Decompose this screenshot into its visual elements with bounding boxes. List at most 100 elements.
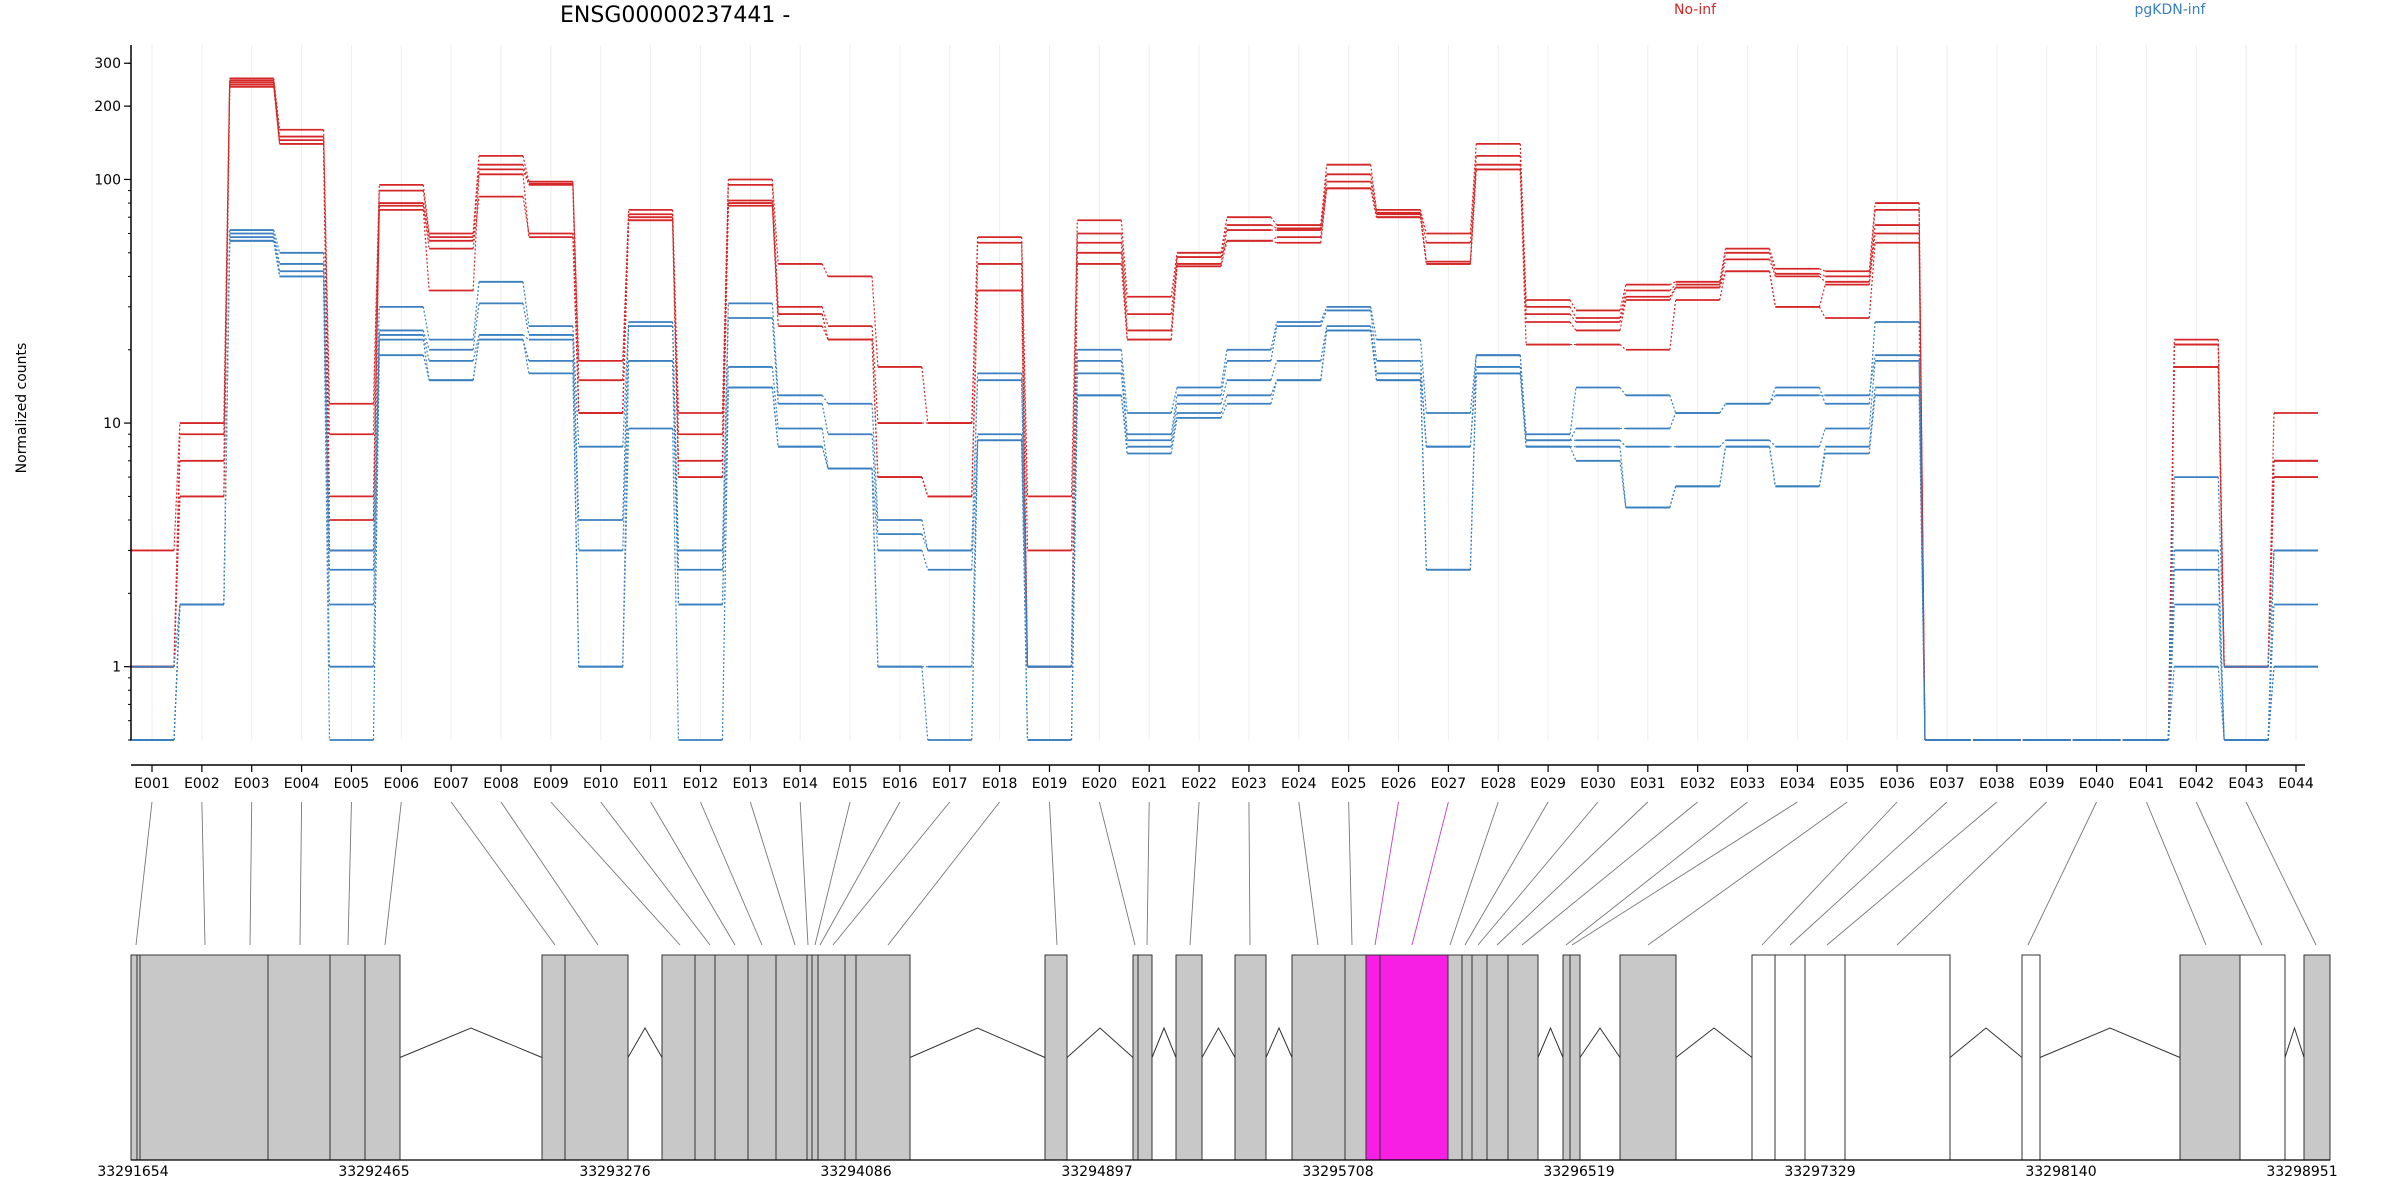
series-connector xyxy=(1669,412,1677,429)
series-connector xyxy=(273,84,281,144)
exon-connector xyxy=(1477,801,1599,946)
series-connector xyxy=(1669,395,1677,414)
series-connector xyxy=(771,317,779,404)
x-tick-label: E013 xyxy=(733,776,769,792)
series-pgkdn-inf-6 xyxy=(130,232,2318,741)
series-connector xyxy=(1619,290,1627,319)
exon-connector xyxy=(819,801,901,946)
exon-connector xyxy=(799,801,809,946)
series-connector xyxy=(1220,380,1228,404)
series-connector xyxy=(1719,271,1727,301)
series-connector xyxy=(1569,321,1577,331)
series-connector xyxy=(522,339,530,374)
exon-box xyxy=(2179,954,2241,1161)
series-connector xyxy=(821,263,829,277)
y-tick-label: 200 xyxy=(94,99,121,115)
series-connector xyxy=(1270,326,1278,361)
series-pgkdn-inf-7 xyxy=(130,236,2318,741)
exon-box xyxy=(817,954,846,1161)
series-connector xyxy=(1868,387,1876,447)
series-connector xyxy=(622,220,630,414)
series-connector xyxy=(622,326,630,521)
series-connector xyxy=(1370,306,1378,340)
series-pgkdn-inf-8 xyxy=(130,239,2318,741)
series-pgkdn-inf-5 xyxy=(130,229,2318,741)
genomic-coordinate-label: 33298140 xyxy=(2025,1164,2096,1180)
exon-connector xyxy=(1464,801,1549,946)
x-tick-label: E022 xyxy=(1181,776,1217,792)
series-connector xyxy=(1669,281,1676,286)
exon-box xyxy=(1365,954,1381,1161)
series-connector xyxy=(921,476,929,497)
series-connector xyxy=(1370,164,1378,210)
intron-line xyxy=(1579,1027,1621,1058)
series-connector xyxy=(1021,263,1029,667)
exon-connector xyxy=(1896,801,2048,946)
series-connector xyxy=(1818,275,1826,283)
series-connector xyxy=(871,434,879,535)
series-connector xyxy=(422,205,430,249)
series-connector xyxy=(1868,209,1876,277)
exon-box xyxy=(1447,954,1463,1161)
series-connector xyxy=(1669,284,1677,291)
series-connector xyxy=(721,184,729,435)
x-tick-label: E006 xyxy=(384,776,420,792)
series-connector xyxy=(1868,360,1876,429)
series-connector xyxy=(1819,273,1826,277)
exon-connector xyxy=(1496,801,1649,946)
exon-connector xyxy=(201,801,206,946)
series-connector xyxy=(821,325,829,340)
series-connector xyxy=(1768,387,1776,404)
series-pgkdn-inf-9 xyxy=(130,239,2318,741)
series-connector xyxy=(2217,344,2225,667)
exon-box xyxy=(1471,954,1488,1161)
series-connector xyxy=(1868,233,1876,285)
series-connector xyxy=(1818,284,1826,307)
series-connector xyxy=(1170,395,1178,435)
exon-box xyxy=(564,954,629,1161)
exon-box xyxy=(1804,954,1846,1161)
series-connector xyxy=(1569,299,1577,311)
exon-box xyxy=(139,954,269,1161)
series-connector xyxy=(372,355,380,741)
exon-connector xyxy=(500,801,599,946)
series-connector xyxy=(1719,403,1727,414)
exon-connector xyxy=(550,801,681,946)
series-connector xyxy=(1270,216,1278,226)
series-connector xyxy=(1918,395,1926,741)
exon-box xyxy=(2303,954,2331,1161)
series-connector xyxy=(672,220,680,478)
series-connector xyxy=(322,129,331,404)
y-tick-label: 300 xyxy=(94,56,121,72)
series-connector xyxy=(2167,604,2175,741)
series-connector xyxy=(1320,306,1328,323)
series-connector xyxy=(1370,330,1378,381)
series-connector xyxy=(1120,242,1128,331)
legend-pgkdn-inf: pgKDN-inf xyxy=(2135,2,2207,18)
exon-connector xyxy=(1374,801,1399,946)
series-connector xyxy=(1669,486,1677,508)
series-connector xyxy=(1768,248,1776,269)
exon-box xyxy=(1379,954,1449,1161)
series-connector xyxy=(921,666,929,741)
intron-line xyxy=(627,1026,663,1058)
intron-line xyxy=(1675,1027,1753,1058)
series-no-inf-2 xyxy=(130,81,2318,741)
axes: 1 10 100 200 300 E001 E002 E003 E004 E005 E006 E007… xyxy=(94,45,2314,792)
exon-connector xyxy=(1761,801,1898,946)
series-connector xyxy=(1021,440,1029,741)
series-connector xyxy=(1120,349,1128,414)
x-tick-label: E034 xyxy=(1780,776,1816,792)
exon-box xyxy=(130,954,138,1161)
exon-connector xyxy=(1049,801,1058,946)
series-connector xyxy=(1519,169,1527,345)
exon-box xyxy=(694,954,716,1161)
exon-connector xyxy=(384,801,402,946)
series-connector xyxy=(273,233,281,265)
series-connector xyxy=(273,236,281,272)
series-connector xyxy=(1669,287,1677,298)
series-connector xyxy=(472,334,480,362)
x-tick-label: E005 xyxy=(334,776,370,792)
exon-box xyxy=(747,954,777,1161)
genomic-coordinate-label: 33291654 xyxy=(97,1164,168,1180)
